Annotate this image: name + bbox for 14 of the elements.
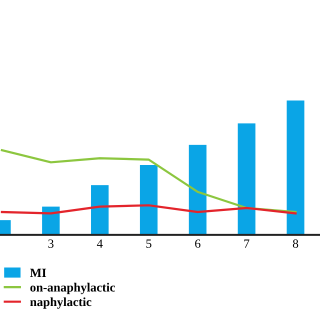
- legend-label: naphylactic: [30, 297, 92, 309]
- x-tick-label: 3: [48, 239, 54, 248]
- bar: [140, 164, 158, 235]
- x-tick-label: 7: [244, 240, 250, 248]
- x-tick-label: 8: [292, 239, 298, 248]
- bar: [91, 185, 109, 235]
- bar: [188, 144, 206, 235]
- legend-label: MI: [30, 268, 46, 277]
- x-tick-label: 4: [96, 239, 103, 248]
- x-tick-label: 5: [146, 240, 152, 248]
- bar: [286, 100, 304, 235]
- x-tick-label: 6: [195, 239, 200, 248]
- legend-label: on-anaphylactic: [30, 282, 115, 294]
- bar: [238, 123, 256, 235]
